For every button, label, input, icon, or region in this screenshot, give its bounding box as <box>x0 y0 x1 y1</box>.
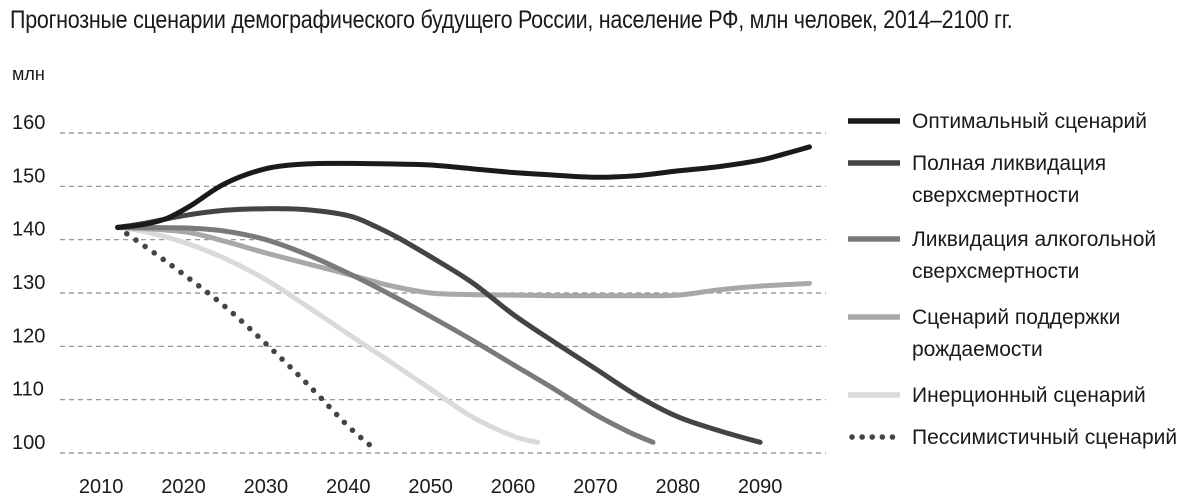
legend: Оптимальный сценарий Полная ликвидация све… <box>848 110 1177 449</box>
series-line-3 <box>115 224 812 299</box>
y-tick-label: 130 <box>12 272 45 294</box>
series-lines <box>114 144 812 451</box>
series-line-4 <box>115 224 541 445</box>
x-tick-label: 2090 <box>738 476 783 498</box>
legend-label: Сценарий поддержки рождаемости <box>912 306 1120 361</box>
x-tick-labels: 2010 2020 2030 2040 2050 2060 2070 2080 2090 <box>79 476 782 498</box>
x-tick-label: 2070 <box>573 476 618 498</box>
x-tick-label: 2080 <box>655 476 700 498</box>
y-tick-label: 110 <box>12 379 44 401</box>
chart-title: Прогнозные сценарии демографического буд… <box>10 6 1013 34</box>
x-tick-label: 2060 <box>491 476 536 498</box>
x-tick-label: 2040 <box>326 476 371 498</box>
y-tick-label: 140 <box>12 219 45 241</box>
x-tick-label: 2030 <box>244 476 289 498</box>
x-tick-label: 2050 <box>408 476 453 498</box>
y-tick-label: 120 <box>12 325 45 347</box>
y-tick-labels: 100 110 120 130 140 150 160 <box>12 112 45 454</box>
legend-item-1: Полная ликвидация сверхсмертности <box>848 152 1106 207</box>
legend-label: Оптимальный сценарий <box>912 110 1147 133</box>
legend-label: Инерционный сценарий <box>912 384 1146 407</box>
x-tick-label: 2010 <box>79 476 124 498</box>
legend-label: Ликвидация алкогольной сверхсмертности <box>912 228 1156 283</box>
series-line-1 <box>115 206 763 445</box>
legend-item-0: Оптимальный сценарий <box>848 110 1147 133</box>
y-tick-label: 100 <box>12 432 45 454</box>
legend-item-3: Сценарий поддержки рождаемости <box>848 306 1120 361</box>
series-line-2 <box>115 224 656 445</box>
legend-label: Пессимистичный сценарий <box>912 426 1177 449</box>
y-tick-label: 160 <box>12 112 45 134</box>
y-tick-label: 150 <box>12 165 45 187</box>
legend-item-4: Инерционный сценарий <box>848 384 1146 407</box>
legend-item-2: Ликвидация алкогольной сверхсмертности <box>848 228 1156 283</box>
legend-item-5: Пессимистичный сценарий <box>849 426 1177 449</box>
legend-label: Полная ликвидация сверхсмертности <box>912 152 1106 207</box>
y-axis-unit-label: млн <box>12 64 45 84</box>
series-line-5 <box>114 224 376 451</box>
series-line-0 <box>115 144 812 230</box>
x-tick-label: 2020 <box>161 476 206 498</box>
